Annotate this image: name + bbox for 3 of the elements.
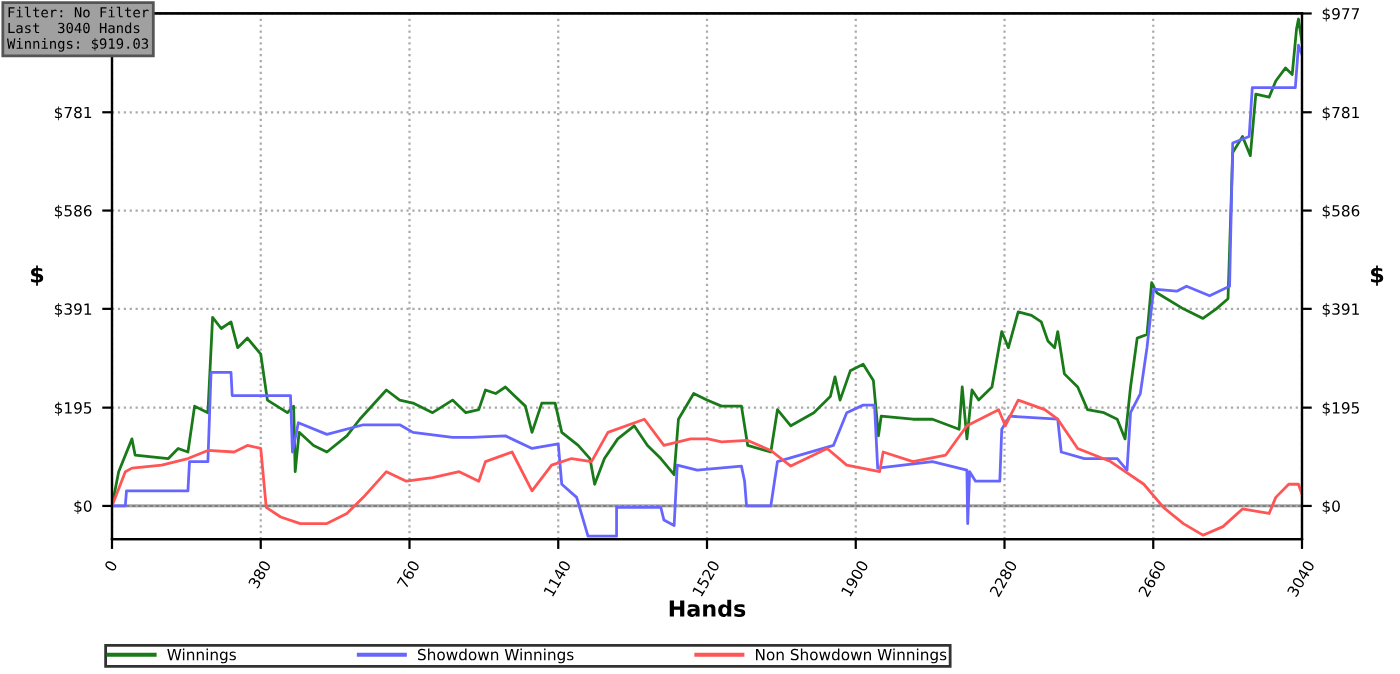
y2-axis-title: $ [1371, 265, 1384, 286]
x-axis-title: Hands [669, 599, 746, 617]
y-axis-title: $ [31, 265, 44, 286]
